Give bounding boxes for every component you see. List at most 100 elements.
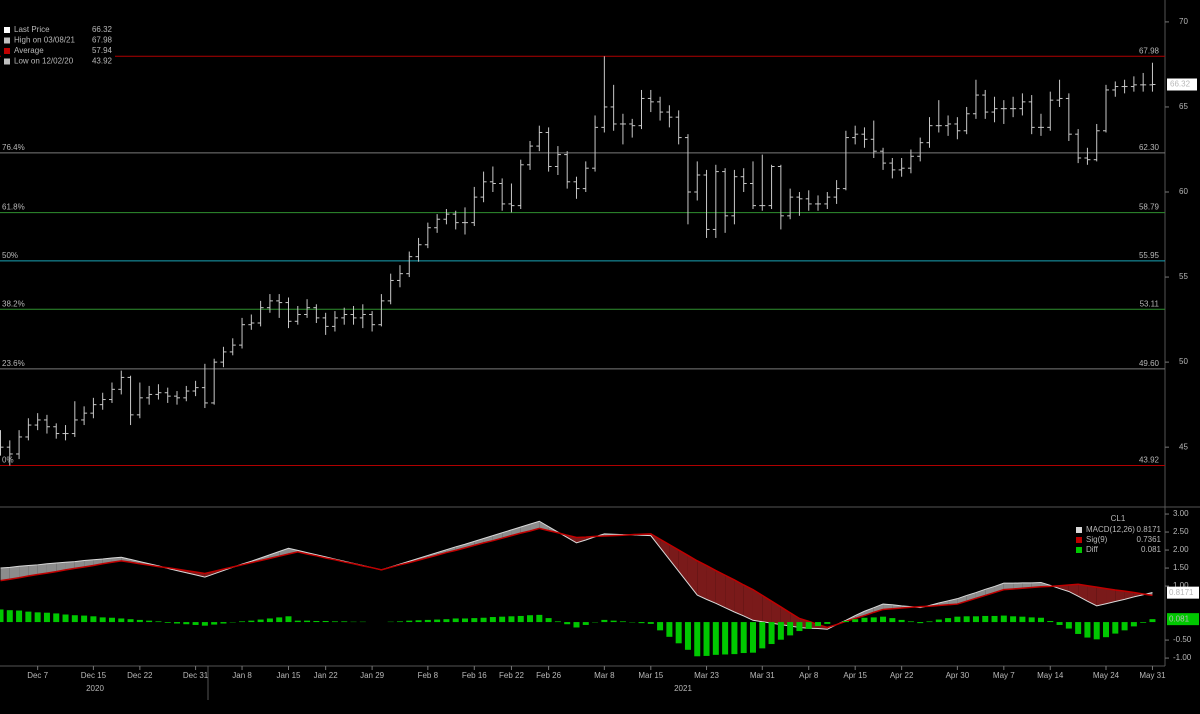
diff-bar: [684, 622, 691, 650]
macd-signal-fill: [752, 589, 763, 622]
macd-line: [0, 520, 1153, 630]
macd-signal-fill: [1087, 585, 1097, 606]
level-ratio-label: 23.6%: [2, 359, 25, 368]
x-tick-label: Dec 22: [127, 671, 153, 680]
diff-bar: [852, 619, 859, 623]
y-tick-label: 65: [1179, 102, 1188, 111]
macd-signal-fill: [1003, 583, 1014, 590]
diff-bar: [536, 614, 543, 623]
diff-bar: [889, 618, 896, 623]
legend-swatch: [4, 37, 10, 44]
diff-bar: [1140, 622, 1147, 623]
x-tick-label: Apr 22: [890, 671, 914, 680]
level-ratio-label: 38.2%: [2, 299, 25, 308]
level-price-label: 49.60: [1139, 359, 1160, 368]
diff-bar: [53, 613, 60, 623]
diff-bar: [573, 622, 580, 628]
x-tick-label: Feb 16: [462, 671, 487, 680]
diff-bar: [740, 622, 747, 654]
level-price-label: 62.30: [1139, 143, 1160, 152]
macd-signal-fill: [762, 595, 772, 624]
diff-bar: [90, 616, 97, 623]
macd-signal-fill: [873, 604, 884, 613]
legend-value: 57.94: [92, 46, 113, 55]
diff-bar: [545, 618, 552, 623]
macd-signal-fill: [288, 548, 298, 555]
macd-signal-fill: [0, 567, 10, 581]
diff-bar: [954, 616, 961, 623]
diff-bar: [1056, 622, 1063, 625]
macd-signal-fill: [948, 598, 958, 605]
y-tick-label: 50: [1179, 357, 1188, 366]
legend-value: 43.92: [92, 57, 113, 66]
level-price-label: 43.92: [1139, 456, 1160, 465]
diff-bar: [945, 618, 952, 623]
diff-bar: [601, 619, 608, 623]
diff-bar: [824, 622, 831, 624]
legend-title: CL1: [1111, 514, 1126, 523]
diff-bar: [991, 615, 998, 623]
diff-bar: [211, 622, 218, 625]
diff-bar: [341, 621, 348, 623]
macd-signal-fill: [697, 560, 707, 600]
diff-bar: [452, 618, 459, 623]
x-tick-label: Feb 26: [536, 671, 561, 680]
diff-bar: [1047, 620, 1054, 623]
diff-bar: [554, 621, 561, 623]
diff-bar: [313, 620, 320, 623]
year-label: 2021: [674, 684, 692, 693]
diff-bar: [62, 614, 69, 623]
x-tick-label: May 14: [1037, 671, 1064, 680]
diff-bar: [907, 621, 914, 623]
diff-bar: [1028, 617, 1035, 623]
x-tick-label: Mar 15: [638, 671, 663, 680]
x-tick-label: May 31: [1139, 671, 1166, 680]
diff-bar: [443, 619, 450, 623]
diff-bar: [870, 617, 877, 623]
macd-signal-fill: [204, 571, 215, 578]
x-tick-label: Apr 15: [843, 671, 867, 680]
last-value-tag-label: 0.081: [1169, 614, 1190, 623]
level-ratio-label: 0%: [2, 456, 14, 465]
macd-signal-fill: [37, 563, 47, 575]
x-tick-label: Jan 8: [232, 671, 252, 680]
diff-bar: [703, 622, 710, 656]
diff-bar: [304, 620, 311, 623]
legend-value: 0.7361: [1137, 535, 1162, 544]
macd-signal-fill: [725, 575, 735, 612]
macd-signal-fill: [1022, 582, 1032, 589]
diff-bar: [1093, 622, 1100, 640]
level-ratio-label: 76.4%: [2, 143, 25, 152]
diff-bar: [118, 618, 125, 623]
diff-bar: [285, 616, 292, 623]
diff-bar: [155, 621, 162, 623]
macd-signal-fill: [1013, 582, 1023, 589]
x-tick-label: Feb 8: [418, 671, 439, 680]
x-tick-label: Jan 29: [360, 671, 385, 680]
diff-bar: [43, 612, 50, 623]
x-tick-label: Jan 15: [276, 671, 301, 680]
macd-signal-fill: [455, 544, 465, 551]
legend-swatch: [1076, 537, 1082, 543]
macd-signal-fill: [864, 607, 874, 616]
macd-signal-fill: [474, 538, 484, 546]
x-tick-label: May 24: [1093, 671, 1120, 680]
diff-bar: [257, 619, 264, 623]
macd-line: [0, 527, 1153, 629]
macd-signal-fill: [855, 611, 865, 619]
year-label: 2020: [86, 684, 104, 693]
diff-bar: [610, 620, 617, 623]
diff-bar: [935, 619, 942, 623]
diff-bar: [842, 620, 849, 623]
diff-bar: [25, 611, 32, 623]
macd-signal-fill: [465, 541, 475, 548]
macd-signal-fill: [687, 555, 698, 596]
diff-bar: [1130, 622, 1137, 627]
macd-signal-fill: [446, 546, 456, 553]
diff-bar: [146, 620, 153, 623]
x-tick-label: May 7: [993, 671, 1015, 680]
diff-bar: [266, 618, 273, 623]
x-tick-label: Jan 22: [314, 671, 339, 680]
y-tick-label: 2.00: [1173, 545, 1189, 554]
